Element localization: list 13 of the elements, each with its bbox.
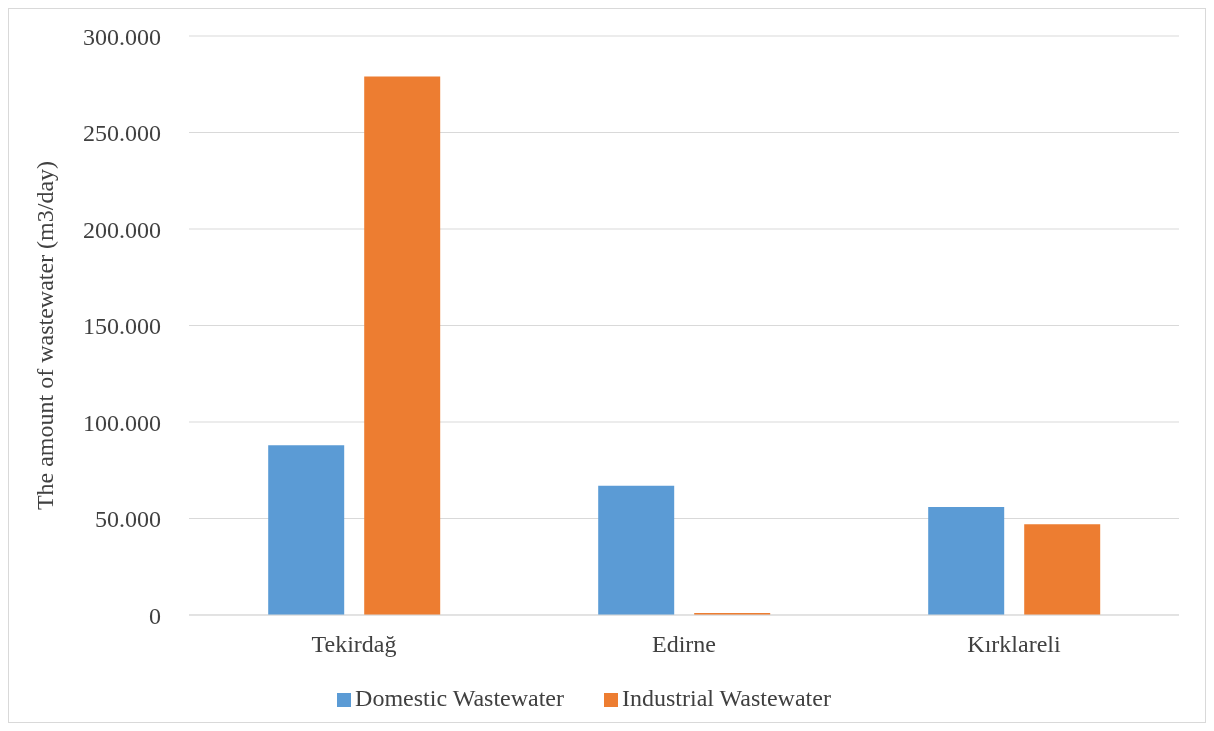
x-tick-label: Tekirdağ (311, 631, 397, 658)
y-tick-label: 150.000 (83, 313, 161, 340)
y-axis-title: The amount of wastewater (m3/day) (31, 160, 58, 511)
y-tick-label: 300.000 (83, 23, 161, 50)
legend-label: Industrial Wastewater (622, 685, 831, 711)
y-tick-label: 50.000 (95, 506, 161, 533)
x-tick-label: Edirne (652, 631, 716, 658)
y-tick-label: 100.000 (83, 409, 161, 436)
y-tick-label: 250.000 (83, 120, 161, 147)
y-tick-label: 200.000 (83, 216, 161, 243)
x-tick-label: Kırklareli (967, 631, 1061, 658)
y-tick-label: 0 (149, 602, 161, 629)
legend-label: Domestic Wastewater (355, 685, 564, 711)
